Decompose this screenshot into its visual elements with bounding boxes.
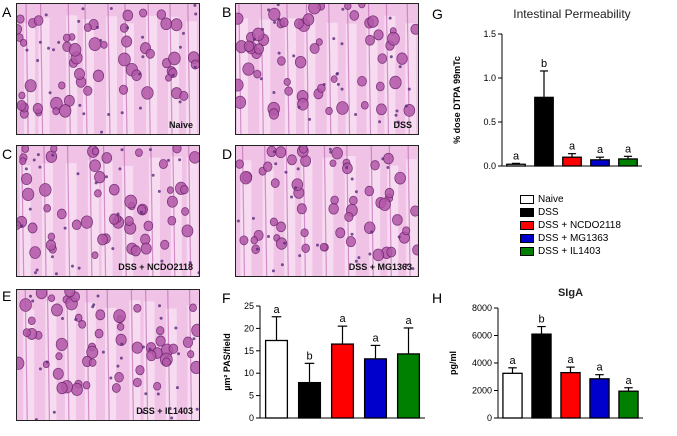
- y-tick-label: 1.5: [483, 29, 496, 39]
- y-tick-label: 0.0: [483, 161, 496, 171]
- y-tick-label: 15: [244, 346, 254, 356]
- panel-letter-h: H: [432, 290, 443, 306]
- significance-letter: a: [569, 141, 576, 153]
- panel-letter-b: B: [222, 4, 232, 20]
- significance-letter: a: [405, 315, 412, 327]
- y-tick-label: 0: [249, 413, 254, 423]
- bar-dss-ncdo2118: [560, 371, 581, 419]
- significance-letter: b: [541, 58, 547, 70]
- significance-letter: b: [306, 350, 312, 362]
- micrograph-naive: Naive: [16, 3, 200, 135]
- legend-item: DSS + MG1363: [520, 232, 621, 244]
- micrograph-mg1363: DSS + MG1363: [235, 145, 419, 277]
- significance-letter: a: [625, 375, 632, 387]
- legend-swatch: [520, 194, 534, 204]
- legend-item: DSS + NCDO2118: [520, 219, 621, 231]
- legend-swatch: [520, 207, 534, 217]
- bar-dss-ncdo2118: [562, 156, 582, 167]
- legend-swatch: [520, 220, 534, 230]
- y-axis-label: % dose DTPA 99mTc: [452, 56, 462, 144]
- significance-letter: a: [509, 355, 516, 367]
- legend-label: Naive: [538, 193, 564, 205]
- bar-dss: [534, 96, 554, 167]
- panel-letter-d: D: [222, 146, 233, 162]
- y-tick-label: 1.0: [483, 73, 496, 83]
- y-tick-label: 10: [244, 368, 254, 378]
- bar-dss-mg1363: [363, 358, 388, 419]
- micrograph-label-naive: Naive: [168, 120, 193, 130]
- legend-swatch: [520, 233, 534, 243]
- significance-letter: a: [372, 332, 379, 344]
- y-tick-label: 6000: [472, 331, 492, 341]
- legend: Naive DSS DSS + NCDO2118 DSS + MG1363 DS…: [520, 193, 621, 258]
- chart-title: SIgA: [558, 287, 583, 299]
- bar-dss-il1403: [618, 390, 639, 419]
- chart-title: Intestinal Permeability: [513, 7, 630, 21]
- bar-dss: [531, 333, 552, 419]
- legend-item: Naive: [520, 193, 621, 205]
- bar-naive: [264, 339, 289, 419]
- bar-dss-il1403: [618, 158, 638, 167]
- y-tick-label: 2000: [472, 386, 492, 396]
- significance-letter: a: [625, 143, 632, 155]
- panel-letter-e: E: [2, 288, 12, 304]
- bar-dss-mg1363: [589, 378, 610, 419]
- y-tick-label: 20: [244, 323, 254, 333]
- y-axis-label: µm² PAS/field: [222, 333, 232, 391]
- panel-letter-a: A: [2, 4, 12, 20]
- micrograph-ncdo2118: DSS + NCDO2118: [16, 145, 200, 277]
- micrograph-label-il1403: DSS + IL1403: [136, 406, 193, 416]
- micrograph-label-ncdo2118: DSS + NCDO2118: [118, 262, 193, 272]
- legend-label: DSS + MG1363: [538, 232, 609, 244]
- chart-pas-area: µm² PAS/field 0 5 10 15 20 25 a b a a a: [222, 301, 425, 423]
- significance-letter: b: [538, 314, 544, 326]
- panel-letter-c: C: [2, 146, 13, 162]
- chart-intestinal-permeability: Intestinal Permeability % dose DTPA 99mTc…: [452, 7, 642, 171]
- bar-dss-il1403: [396, 353, 421, 419]
- chart-siga: SIgA pg/ml 0 2000 4000 6000 8000 a b a a a: [448, 287, 643, 423]
- micrograph-label-dss: DSS: [393, 120, 412, 130]
- bar-naive: [502, 372, 523, 419]
- significance-letter: a: [596, 362, 603, 374]
- legend-label: DSS: [538, 206, 559, 218]
- legend-item: DSS: [520, 206, 621, 218]
- significance-letter: a: [339, 313, 346, 325]
- bar-dss: [297, 381, 322, 419]
- micrograph-il1403: DSS + IL1403: [16, 289, 200, 421]
- bar-dss-ncdo2118: [330, 343, 355, 419]
- micrograph-dss: DSS: [235, 3, 419, 135]
- y-tick-label: 4000: [472, 358, 492, 368]
- y-tick-label: 8000: [472, 303, 492, 313]
- y-tick-label: 25: [244, 301, 254, 311]
- legend-label: DSS + NCDO2118: [538, 219, 621, 231]
- significance-letter: a: [513, 150, 520, 162]
- significance-letter: a: [597, 144, 604, 156]
- micrograph-label-mg1363: DSS + MG1363: [348, 262, 412, 272]
- y-tick-label: 0.5: [483, 117, 496, 127]
- legend-swatch: [520, 246, 534, 256]
- panel-letter-g: G: [432, 6, 443, 22]
- bar-naive: [506, 163, 526, 167]
- panel-letter-f: F: [222, 290, 231, 306]
- significance-letter: a: [273, 304, 280, 316]
- bar-dss-mg1363: [590, 159, 610, 167]
- y-tick-label: 5: [249, 391, 254, 401]
- y-axis-label: pg/ml: [448, 351, 458, 375]
- legend-label: DSS + IL1403: [538, 245, 601, 257]
- significance-letter: a: [567, 354, 574, 366]
- y-tick-label: 0: [487, 413, 492, 423]
- legend-item: DSS + IL1403: [520, 245, 621, 257]
